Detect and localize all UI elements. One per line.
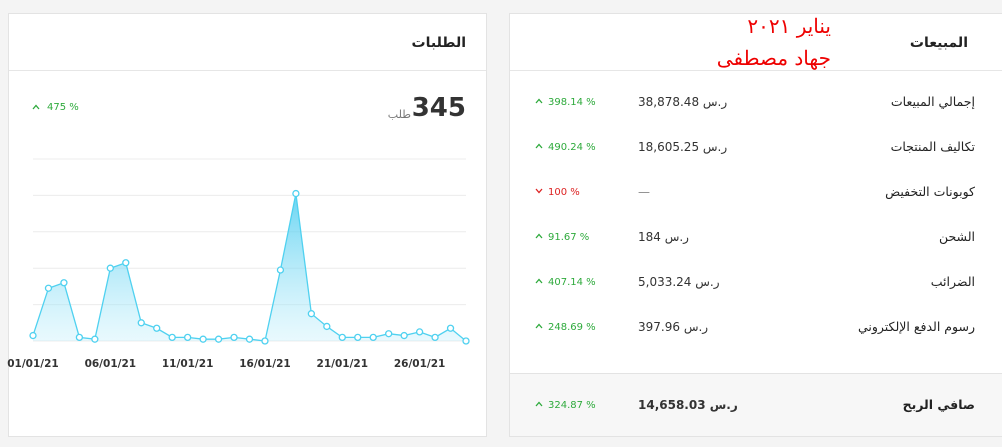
row-label: كوبونات التخفيض — [885, 184, 975, 199]
down-arrow — [535, 188, 543, 194]
x-tick-label: 11/01/21 — [162, 358, 214, 370]
orders-chart: 01/01/21 06/01/21 11/01/21 16/01/21 21/01/21… — [7, 158, 470, 370]
up-arrow — [535, 278, 543, 284]
row-value: 18,605.25 ر.س — [638, 140, 728, 154]
annotation: يناير ٢٠٢١ — [747, 14, 831, 38]
point — [292, 189, 300, 198]
point — [75, 333, 84, 342]
row-change: 248.69 % — [548, 322, 596, 333]
point — [338, 333, 346, 342]
point — [60, 279, 68, 287]
point — [91, 335, 99, 343]
row-value: — — [638, 185, 650, 199]
row-change: 490.24 % — [548, 142, 596, 153]
row-label: تكاليف المنتجات — [890, 139, 975, 154]
card-title: الطلبات — [411, 35, 466, 51]
row-value: 14,658.03 ر.س — [638, 398, 738, 412]
point — [415, 328, 424, 336]
orders-change: 475 % — [47, 102, 79, 113]
x-tick-label: 26/01/21 — [394, 358, 446, 370]
point — [168, 333, 176, 342]
orders-total: 345 — [411, 93, 466, 123]
point — [446, 324, 455, 332]
row-label: إجمالي المبيعات — [890, 94, 975, 109]
point — [354, 333, 362, 342]
point — [214, 335, 223, 343]
x-tick-label: 06/01/21 — [85, 358, 137, 370]
up-arrow — [535, 233, 543, 239]
row-value: 184 ر.س — [638, 230, 689, 244]
point — [369, 333, 377, 342]
x-tick-label: 16/01/21 — [239, 358, 291, 370]
up-arrow — [32, 104, 40, 110]
row-value: 5,033.24 ر.س — [638, 275, 720, 289]
up-arrow — [535, 323, 543, 329]
x-tick-label: 01/01/21 — [7, 358, 59, 370]
point — [29, 331, 37, 340]
row-value: 38,878.48 ر.س — [638, 95, 728, 109]
annotation: جهاد مصطفى — [716, 46, 831, 70]
orders-unit: طلب — [387, 108, 411, 121]
point — [385, 330, 393, 338]
row-change: 407.14 % — [548, 277, 596, 288]
point — [323, 322, 331, 331]
point — [261, 337, 269, 345]
card-title: المبيعات — [909, 35, 968, 51]
up-arrow — [535, 98, 543, 104]
sales-card: المبيعات يناير ٢٠٢١ جهاد مصطفى إجمالي ال… — [509, 13, 1002, 437]
row-change: 398.14 % — [548, 97, 596, 108]
point — [199, 335, 207, 343]
row-label: صافي الربح — [902, 397, 975, 412]
point — [462, 337, 470, 345]
point — [137, 319, 145, 327]
row-change: 100 % — [548, 187, 580, 198]
point — [183, 333, 192, 342]
point — [44, 284, 53, 292]
area — [33, 193, 466, 341]
point — [400, 331, 408, 340]
point — [122, 259, 130, 267]
row-change: 324.87 % — [548, 400, 596, 411]
orders-card: الطلبات 345 طلب 475 % — [8, 13, 487, 437]
point — [307, 310, 316, 318]
up-arrow — [535, 143, 543, 149]
card-header — [9, 14, 486, 71]
point — [230, 333, 238, 342]
point — [106, 264, 114, 272]
row-label: الشحن — [938, 229, 975, 244]
row-value: 397.96 ر.س — [638, 320, 709, 334]
row-change: 91.67 % — [548, 232, 590, 243]
line — [32, 193, 467, 342]
up-arrow — [535, 401, 543, 407]
net-row: صافي الربح 14,658.03 ر.س 324.87 % — [510, 373, 1002, 436]
row-label: رسوم الدفع الإلكتروني — [857, 319, 975, 334]
point — [153, 324, 161, 332]
point — [245, 335, 254, 343]
point — [276, 266, 285, 274]
row-label: الضرائب — [930, 274, 975, 289]
card-header — [510, 14, 1002, 71]
point — [431, 333, 439, 342]
x-tick-label: 21/01/21 — [317, 358, 369, 370]
